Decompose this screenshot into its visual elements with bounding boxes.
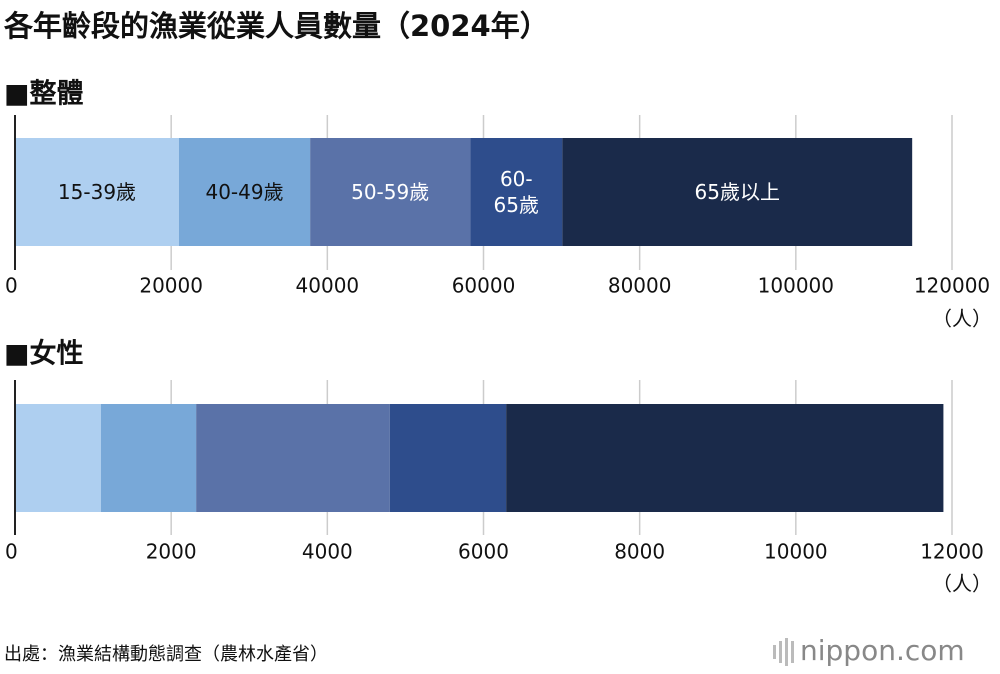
- bar-segment: [389, 404, 507, 512]
- segment-label: 40-49歲: [205, 180, 284, 204]
- bar-segment: [100, 404, 197, 512]
- x-tick-label: 10000: [764, 540, 828, 564]
- bar-segment: [196, 404, 390, 512]
- x-tick-label: 12000: [920, 540, 984, 564]
- bar-segment: [178, 138, 311, 246]
- chart-subtitle: ■整體: [4, 79, 84, 110]
- bar-segment: [310, 138, 471, 246]
- page-title: 各年齡段的漁業從業人員數量（2024年）: [3, 9, 549, 43]
- x-tick-label: 8000: [614, 540, 665, 564]
- x-tick-label: 60000: [452, 274, 516, 298]
- source: 出處：漁業結構動態調查（農林水產省）: [4, 644, 328, 665]
- segment-label: 15-39歲: [57, 180, 137, 204]
- x-tick-label: 2000: [146, 540, 197, 564]
- x-tick-label: 0: [5, 274, 18, 298]
- segment-label: 50-59歲: [351, 180, 430, 204]
- x-tick-label: 4000: [302, 540, 353, 564]
- x-tick-label: 20000: [139, 274, 203, 298]
- segment-label: 65歲以上: [694, 180, 780, 204]
- x-tick-label: 100000: [758, 274, 834, 298]
- logo: nippon.com: [800, 634, 965, 667]
- bar-segment: [470, 138, 563, 246]
- x-tick-label: 40000: [296, 274, 360, 298]
- x-tick-label: 80000: [608, 274, 672, 298]
- x-tick-label: 0: [5, 540, 18, 564]
- bar-segment: [506, 404, 944, 512]
- x-tick-label: 6000: [458, 540, 509, 564]
- segment-label: 60- 65歲: [493, 167, 539, 217]
- x-tick-label: 120000: [914, 274, 990, 298]
- bar-segment: [15, 138, 179, 246]
- x-axis-unit: （人）: [932, 307, 992, 331]
- bar-segment: [562, 138, 913, 246]
- logo-icon: [773, 638, 794, 666]
- bar-segment: [15, 404, 101, 512]
- x-axis-unit: （人）: [932, 572, 992, 596]
- chart-subtitle: ■女性: [4, 338, 84, 370]
